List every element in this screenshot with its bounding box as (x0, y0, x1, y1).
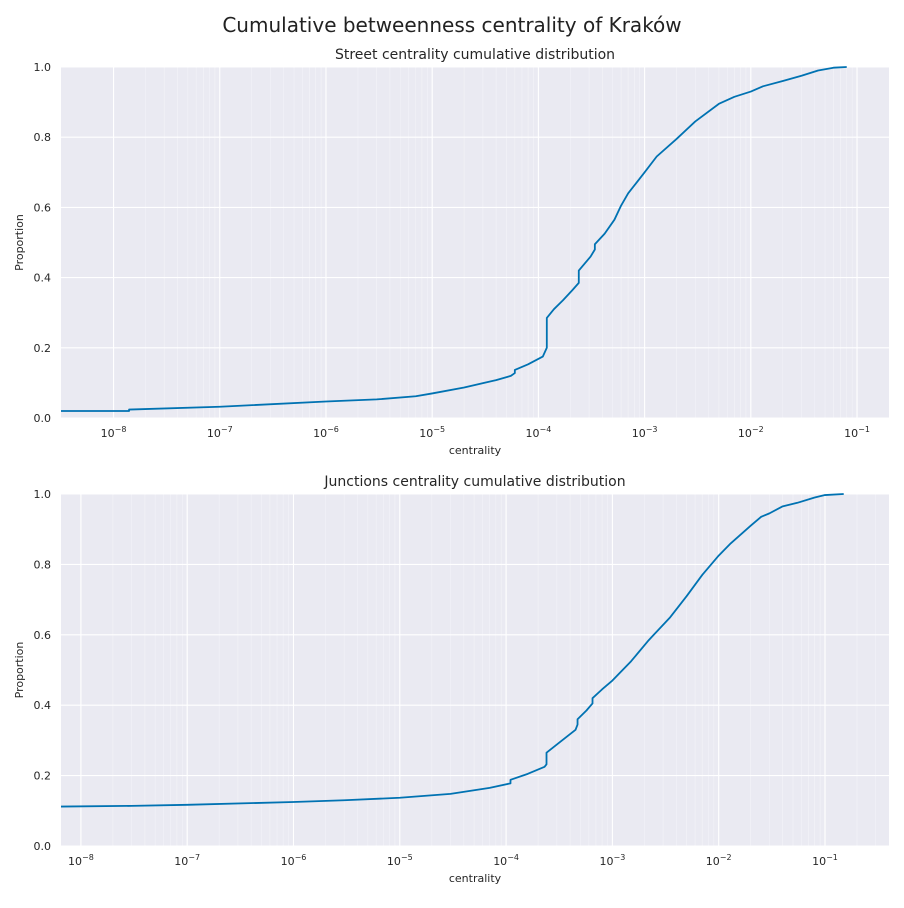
x-tick-label: 10−2 (738, 425, 764, 440)
x-tick-label: 10−7 (207, 425, 233, 440)
y-tick-label: 1.0 (34, 488, 52, 501)
x-tick-label: 10−3 (632, 425, 658, 440)
y-axis-label: Proportion (13, 642, 26, 699)
cdf-line (60, 493, 844, 808)
chart-panel-1: 10−8 10−7 10−6 10−5 10−4 10−3 10−2 10−1 0.0 0.2 0.… (13, 47, 889, 457)
y-tick-label: 0.4 (34, 272, 52, 285)
y-tick-label: 0.4 (34, 699, 52, 712)
y-tick-label: 0.2 (34, 342, 52, 355)
x-tick-label: 10−5 (387, 853, 413, 868)
x-tick-label: 10−8 (68, 853, 94, 868)
x-tick-label: 10−1 (844, 425, 870, 440)
x-axis-label: centrality (449, 872, 502, 885)
chart-panel-2: 10−8 10−7 10−6 10−5 10−4 10−3 10−2 10−1 0.0 0.2 0.… (13, 474, 889, 885)
y-tick-label: 0.8 (34, 131, 52, 144)
x-tick-label: 10−7 (174, 853, 200, 868)
figure-title: Cumulative betweenness centrality of Kra… (222, 13, 682, 37)
x-axis-label: centrality (449, 444, 502, 457)
plot-area (61, 494, 889, 846)
y-tick-label: 1.0 (34, 61, 52, 74)
y-tick-label: 0.2 (34, 770, 52, 783)
y-tick-label: 0.6 (34, 201, 52, 214)
x-tick-label: 10−3 (599, 853, 625, 868)
x-tick-label: 10−4 (525, 425, 551, 440)
y-tick-label: 0.0 (34, 840, 52, 853)
x-tick-label: 10−1 (812, 853, 838, 868)
chart-title: Junctions centrality cumulative distribu… (323, 474, 625, 490)
cdf-line (61, 66, 847, 412)
y-axis-label: Proportion (13, 214, 26, 271)
x-tick-label: 10−5 (419, 425, 445, 440)
y-tick-label: 0.6 (34, 629, 52, 642)
x-tick-label: 10−8 (101, 425, 127, 440)
y-tick-label: 0.0 (34, 412, 52, 425)
x-tick-label: 10−6 (313, 425, 339, 440)
plot-area (61, 67, 889, 418)
x-tick-label: 10−6 (281, 853, 307, 868)
y-tick-label: 0.8 (34, 558, 52, 571)
x-tick-label: 10−4 (493, 853, 519, 868)
x-tick-label: 10−2 (706, 853, 732, 868)
chart-title: Street centrality cumulative distributio… (335, 47, 615, 63)
